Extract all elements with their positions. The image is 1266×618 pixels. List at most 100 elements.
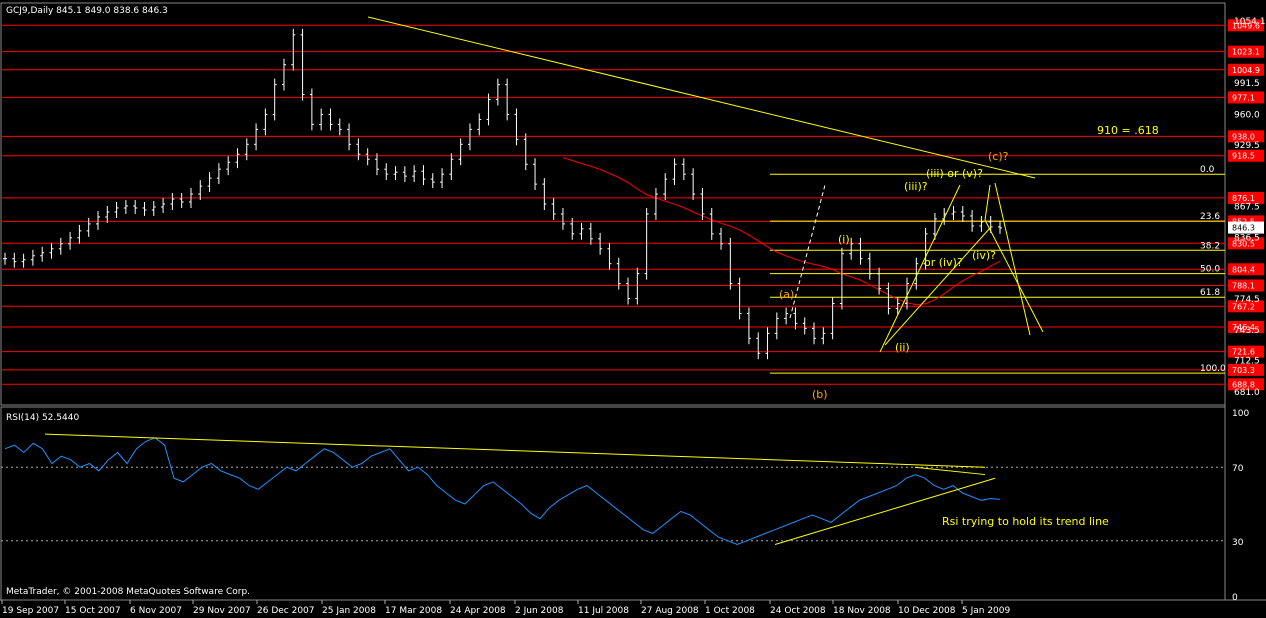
wave-label-i: (i) [838, 233, 850, 246]
time-axis-tick: 24 Oct 2008 [770, 606, 826, 616]
rsi-axis-tick: 70 [1232, 464, 1244, 474]
level-tag-label: 1023.1 [1232, 48, 1260, 57]
price-axis-tick: 991.5 [1234, 79, 1260, 89]
price-bars [3, 28, 1002, 360]
rsi-line [4, 437, 1001, 546]
level-tag [1228, 300, 1264, 313]
level-tag-label: 918.5 [1232, 152, 1255, 161]
fib-label: 0.0 [1200, 165, 1215, 175]
level-tag [1228, 363, 1264, 376]
rsi-panel-border [0, 406, 1226, 601]
price-axis-tick: 867.5 [1234, 202, 1260, 212]
wave-label-b: (b) [812, 388, 828, 401]
time-axis-tick: 5 Jan 2009 [962, 606, 1010, 616]
price-axis-ticks: 1054.1 991.5 960.0 929.5 867.5 836.5 774.5 743.… [1232, 17, 1266, 603]
trend-line [984, 219, 1044, 333]
time-axis-tick: 26 Dec 2007 [257, 606, 315, 616]
time-axis-tick: 25 Jan 2008 [322, 606, 376, 616]
wave-label-iii: (iii)? [904, 180, 928, 193]
time-axis-tick: 1 Oct 2008 [705, 606, 755, 616]
time-axis-tick: 6 Nov 2007 [130, 606, 182, 616]
rsi-axis-tick: 0 [1232, 593, 1238, 603]
wave-label-iii-or-v: (iii) or (v)? [926, 167, 983, 180]
level-tag-label: 938.0 [1232, 132, 1255, 141]
rsi-note: Rsi trying to hold its trend line [942, 515, 1109, 528]
level-tag [1228, 149, 1264, 162]
fib-label: 61.8 [1200, 288, 1220, 298]
level-tag-label: 804.4 [1232, 265, 1255, 274]
annotation-910-618: 910 = .618 [1097, 124, 1159, 137]
rsi-series [1, 433, 1225, 546]
level-tag-label: 830.5 [1232, 239, 1255, 248]
price-panel-border [0, 2, 1226, 406]
current-price-tag [1228, 221, 1264, 234]
copyright-label: MetaTrader, © 2001-2008 MetaQuotes Softw… [6, 587, 250, 597]
rsi-trend-line-upper [44, 433, 986, 468]
price-axis-tick: 960.0 [1234, 110, 1260, 120]
trend-line [884, 227, 991, 346]
rsi-trend-line-wedge [914, 466, 986, 476]
time-axis-tick: 11 Jul 2008 [578, 606, 629, 616]
price-axis-tick: 681.0 [1234, 388, 1260, 398]
rsi-header: RSI(14) 52.5440 [6, 413, 79, 423]
rsi-axis-tick: 100 [1232, 409, 1249, 419]
trend-line [994, 182, 1031, 336]
wave-label-iv: (iv)? [972, 249, 996, 262]
price-axis-tick: 929.5 [1234, 141, 1260, 151]
current-price-label: 846.3 [1232, 224, 1255, 233]
trend-line [367, 16, 1036, 179]
level-tag [1228, 19, 1264, 32]
level-tag [1228, 45, 1264, 58]
level-tag [1228, 320, 1264, 333]
wave-label-or-iv: or (iv)? [924, 256, 963, 269]
fib-label: 38.2 [1200, 241, 1220, 251]
wave-label-ii: (ii) [895, 341, 910, 354]
price-axis-tick: 774.5 [1234, 295, 1260, 305]
level-tag-label: 876.1 [1232, 194, 1255, 203]
fib-label: 50.0 [1200, 265, 1220, 275]
level-tag [1228, 63, 1264, 76]
time-axis-tick: 19 Sep 2007 [2, 606, 59, 616]
time-axis-tick: 2 Jun 2008 [515, 606, 564, 616]
price-axis-tick: 712.5 [1234, 357, 1260, 367]
trend-line [879, 184, 961, 353]
symbol-header: GCJ9,Daily 845.1 849.0 838.6 846.3 [6, 6, 168, 16]
level-tag [1228, 130, 1264, 143]
wave-dashed-line [789, 184, 826, 319]
level-tag-label: 688.8 [1232, 380, 1255, 389]
wave-label-a: (a) [779, 288, 794, 301]
level-tag [1228, 378, 1264, 391]
fib-label: 100.0 [1200, 364, 1226, 374]
level-tag [1228, 345, 1264, 358]
level-tag-label: 788.1 [1232, 281, 1255, 290]
time-axis-tick: 17 Mar 2008 [385, 606, 442, 616]
fib-label: 23.6 [1200, 212, 1220, 222]
time-axis-tick: 29 Nov 2007 [193, 606, 251, 616]
rsi-trend-line-lower [774, 477, 996, 545]
price-axis-tick: 1054.1 [1234, 17, 1266, 27]
price-axis-tick: 743.5 [1234, 326, 1260, 336]
horizontal-levels: 1049.61023.11004.9977.1938.0918.5876.185… [1, 19, 1264, 391]
level-tag [1228, 191, 1264, 204]
level-tag-label: 977.1 [1232, 93, 1255, 102]
trend-line [984, 184, 991, 221]
rsi-axis-tick: 30 [1232, 538, 1244, 548]
moving-average-line [562, 157, 1001, 306]
trend-lines [367, 16, 1044, 353]
level-tag-label: 703.3 [1232, 366, 1255, 375]
price-axis-tick: 836.5 [1234, 233, 1260, 243]
time-axis-ticks: 19 Sep 2007 15 Oct 2007 6 Nov 2007 29 Nov 2… [1, 600, 1010, 616]
level-tag-label: 721.6 [1232, 348, 1255, 357]
level-tag-label: 1004.9 [1232, 66, 1260, 75]
time-axis-tick: 27 Aug 2008 [641, 606, 699, 616]
level-tag [1228, 237, 1264, 250]
moving-average [562, 157, 1001, 306]
time-axis-tick: 24 Apr 2008 [450, 606, 506, 616]
wave-label-c: (c)? [988, 150, 1009, 163]
level-tag-label: 767.2 [1232, 302, 1255, 311]
time-axis-tick: 15 Oct 2007 [65, 606, 121, 616]
level-tag-label: 1049.6 [1232, 21, 1260, 30]
fibonacci-levels: 0.0 23.6 38.2 50.0 61.8 100.0 [770, 165, 1226, 374]
level-tag [1228, 91, 1264, 104]
